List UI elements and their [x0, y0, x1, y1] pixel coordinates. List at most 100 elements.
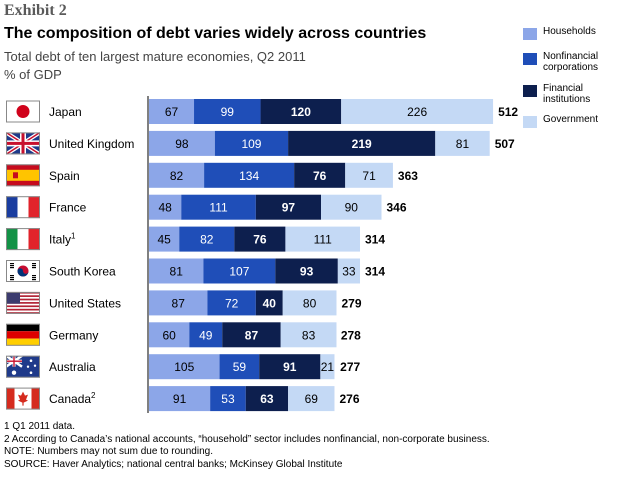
flag-border: [6, 323, 40, 346]
bar-segment-government: [285, 226, 361, 252]
chart-title: The composition of debt varies widely ac…: [4, 25, 427, 42]
data-label: 93: [300, 265, 314, 279]
legend-item-households: Households: [523, 26, 626, 51]
data-label: 219: [352, 137, 372, 151]
bar-segment-nonfinancial-corporations: [181, 194, 256, 220]
bar-segment-financial-institutions: [260, 99, 342, 124]
total-label: 277: [340, 360, 360, 374]
bar-segment-households: [149, 99, 195, 124]
bar-row-japan: Japan 67 99 120 226 512: [6, 99, 518, 124]
flag-border: [6, 355, 40, 378]
flag-border: [6, 291, 40, 314]
data-label: 71: [362, 169, 376, 183]
data-label: 60: [162, 328, 176, 342]
legend-swatch-nonfinancial: [523, 53, 537, 65]
bar-row-canada: Canada2 91 53 63 69 276: [6, 386, 360, 412]
flag-border: [6, 100, 40, 123]
legend-item-government: Government: [523, 114, 626, 128]
country-label: Italy1: [49, 232, 76, 247]
bar-segment-financial-institutions: [275, 258, 338, 284]
data-label: 97: [282, 201, 296, 215]
flag-border: [6, 132, 40, 155]
footnote-1: 1 Q1 2011 data.: [4, 421, 75, 432]
total-label: 363: [398, 169, 418, 183]
footnotes: 1 Q1 2011 data. 2 According to Canada’s …: [4, 421, 490, 471]
bar-segment-households: [149, 354, 220, 380]
legend-label-nonfinancial: Nonfinancial corporations: [543, 51, 599, 73]
bar-segment-government: [320, 354, 335, 380]
data-label: 59: [233, 360, 247, 374]
bar-segment-government: [288, 386, 335, 412]
data-label: 226: [407, 105, 427, 119]
flag-border: [6, 387, 40, 410]
legend-swatch-financial: [523, 85, 537, 97]
data-label: 21: [321, 360, 335, 374]
data-label: 40: [263, 296, 277, 310]
bar-segment-government: [345, 162, 393, 188]
data-label: 87: [245, 328, 259, 342]
data-label: 91: [173, 392, 187, 406]
germany-flag: [6, 323, 40, 346]
bar-segment-government: [321, 194, 382, 220]
bar-segment-households: [149, 162, 205, 188]
bar-segment-households: [149, 386, 211, 412]
bar-segment-nonfinancial-corporations: [189, 322, 223, 348]
bar-segment-financial-institutions: [294, 162, 346, 188]
data-label: 99: [221, 105, 235, 119]
country-label: France: [49, 201, 87, 215]
data-label: 134: [239, 169, 259, 183]
bar-segment-financial-institutions: [234, 226, 286, 252]
bar-row-south-korea: South Korea 81 107 93 33 314: [6, 258, 385, 284]
data-label: 83: [302, 328, 316, 342]
flag-border: [6, 196, 40, 219]
legend-label-households: Households: [543, 26, 596, 37]
bar-segment-households: [149, 226, 180, 252]
data-label: 33: [342, 265, 356, 279]
data-label: 76: [313, 169, 327, 183]
data-label: 109: [241, 137, 261, 151]
bar-segment-nonfinancial-corporations: [203, 258, 276, 284]
data-label: 67: [165, 105, 179, 119]
bar-row-united-kingdom: United Kingdom 98 109 219 81 507: [6, 130, 515, 156]
data-label: 87: [172, 296, 186, 310]
france-flag: [6, 196, 40, 219]
bar-segment-government: [435, 130, 490, 156]
bar-row-united-states: United States 87 72 40 80 279: [6, 290, 362, 316]
total-label: 314: [365, 233, 385, 247]
total-label: 507: [495, 137, 515, 151]
units-label: % of GDP: [4, 67, 62, 82]
country-label: Spain: [49, 169, 80, 183]
data-label: 81: [456, 137, 470, 151]
footnote-note: NOTE: Numbers may not sum due to roundin…: [4, 446, 213, 457]
data-label: 82: [170, 169, 184, 183]
footnote-2: 2 According to Canada’s national account…: [4, 433, 490, 445]
data-label: 90: [345, 201, 359, 215]
australia-flag: [6, 355, 40, 378]
data-label: 82: [200, 233, 214, 247]
bar-segment-financial-institutions: [259, 354, 321, 380]
data-label: 48: [158, 201, 172, 215]
legend-label-government: Government: [543, 114, 599, 125]
legend: Households Nonfinancial corporations Fin…: [523, 26, 626, 128]
data-label: 72: [225, 296, 239, 310]
bar-segment-government: [341, 99, 494, 124]
bar-segment-nonfinancial-corporations: [204, 162, 295, 188]
bar-segment-nonfinancial-corporations: [179, 226, 235, 252]
data-label: 63: [260, 392, 274, 406]
data-label: 111: [209, 201, 228, 215]
data-label: 45: [157, 233, 171, 247]
bar-segment-households: [149, 290, 208, 316]
spain-flag: [6, 164, 40, 187]
bar-segment-financial-institutions: [255, 194, 322, 220]
bar-segment-households: [149, 258, 204, 284]
country-label: South Korea: [49, 265, 116, 279]
data-label: 69: [305, 392, 319, 406]
data-label: 98: [175, 137, 189, 151]
bar-segment-financial-institutions: [222, 322, 281, 348]
footnote-source: SOURCE: Haver Analytics; national centra…: [4, 458, 343, 470]
bar-row-australia: Australia 105 59 91 21 277: [6, 354, 360, 380]
us-flag: [6, 291, 40, 314]
bar-row-germany: Germany 60 49 87 83 278: [6, 322, 361, 348]
bar-segment-households: [149, 130, 215, 156]
